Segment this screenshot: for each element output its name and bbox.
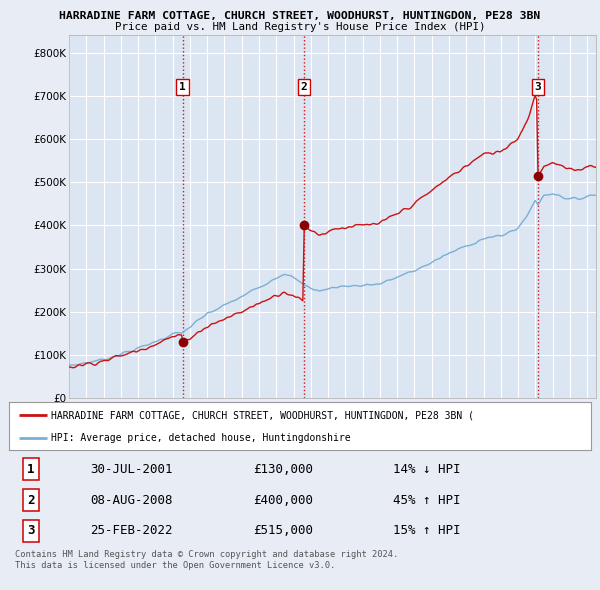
Text: 2: 2 [28, 493, 35, 507]
Text: Contains HM Land Registry data © Crown copyright and database right 2024.: Contains HM Land Registry data © Crown c… [15, 550, 398, 559]
Text: This data is licensed under the Open Government Licence v3.0.: This data is licensed under the Open Gov… [15, 560, 335, 569]
Text: 1: 1 [28, 463, 35, 476]
Text: 15% ↑ HPI: 15% ↑ HPI [393, 525, 461, 537]
Text: £130,000: £130,000 [253, 463, 313, 476]
Text: 45% ↑ HPI: 45% ↑ HPI [393, 493, 461, 507]
Text: £515,000: £515,000 [253, 525, 313, 537]
Text: 3: 3 [28, 525, 35, 537]
Text: 1: 1 [179, 82, 186, 92]
Text: £400,000: £400,000 [253, 493, 313, 507]
Text: HPI: Average price, detached house, Huntingdonshire: HPI: Average price, detached house, Hunt… [51, 433, 350, 442]
Text: HARRADINE FARM COTTAGE, CHURCH STREET, WOODHURST, HUNTINGDON, PE28 3BN: HARRADINE FARM COTTAGE, CHURCH STREET, W… [59, 11, 541, 21]
Text: Price paid vs. HM Land Registry's House Price Index (HPI): Price paid vs. HM Land Registry's House … [115, 22, 485, 32]
Text: HARRADINE FARM COTTAGE, CHURCH STREET, WOODHURST, HUNTINGDON, PE28 3BN (: HARRADINE FARM COTTAGE, CHURCH STREET, W… [51, 410, 474, 420]
Text: 30-JUL-2001: 30-JUL-2001 [91, 463, 173, 476]
Text: 25-FEB-2022: 25-FEB-2022 [91, 525, 173, 537]
Text: 08-AUG-2008: 08-AUG-2008 [91, 493, 173, 507]
Text: 3: 3 [535, 82, 541, 92]
Text: 2: 2 [301, 82, 307, 92]
Text: 14% ↓ HPI: 14% ↓ HPI [393, 463, 461, 476]
